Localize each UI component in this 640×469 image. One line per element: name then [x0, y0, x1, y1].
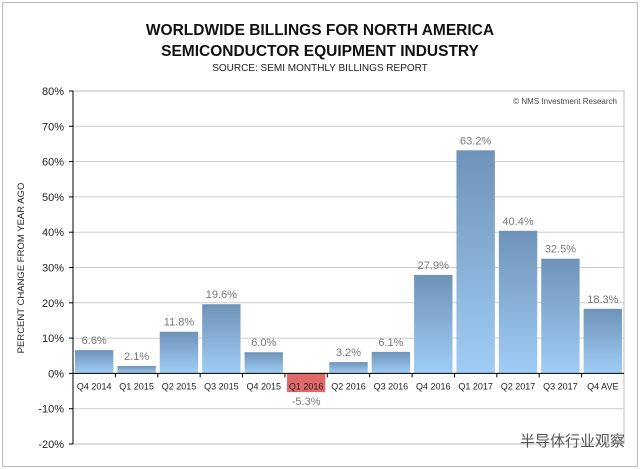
bar-q2-2017: [498, 230, 538, 374]
y-tick-label: 60%: [42, 157, 64, 169]
y-tick-label: 80%: [42, 86, 64, 98]
x-tick-label: Q3 2017: [543, 381, 578, 391]
y-tick-label: 30%: [42, 263, 64, 275]
bar-q2-2016: [329, 362, 368, 374]
data-label: 32.5%: [545, 244, 576, 256]
bar-q4-2015: [244, 352, 283, 374]
y-axis-label: PERCENT CHANGE FROM YEAR AGO: [16, 183, 27, 354]
x-tick-label: Q4 2015: [246, 381, 281, 391]
y-tick-label: 20%: [42, 298, 64, 310]
bar-q4-ave: [583, 308, 622, 374]
data-label: 19.6%: [206, 289, 237, 301]
bar-q1-2016: [286, 373, 326, 393]
y-tick-label: 70%: [42, 121, 64, 133]
x-tick-label: Q4 2016: [416, 381, 451, 391]
x-tick-label: Q2 2016: [331, 381, 366, 391]
chart-title-line-2: SEMICONDUCTOR EQUIPMENT INDUSTRY: [161, 43, 479, 60]
data-label: 3.2%: [336, 347, 361, 359]
bar-q4-2014: [75, 350, 114, 374]
x-tick-label: Q1 2015: [119, 381, 154, 391]
chart-subtitle: SOURCE: SEMI MONTHLY BILLINGS REPORT: [212, 63, 428, 74]
x-tick-label: Q1 2017: [458, 381, 493, 391]
y-tick-label: -20%: [38, 439, 64, 451]
data-label: 6.6%: [82, 335, 107, 347]
y-tick-label: 50%: [42, 192, 64, 204]
bar-q3-2015: [202, 304, 241, 374]
x-tick-label: Q4 AVE: [587, 381, 618, 391]
data-label: 6.1%: [378, 337, 403, 349]
x-tick-label: Q3 2015: [204, 381, 239, 391]
data-label: 40.4%: [502, 216, 533, 228]
x-tick-label: Q1 2016: [289, 381, 324, 391]
data-label: -5.3%: [292, 396, 321, 408]
bar-q1-2017: [456, 150, 495, 374]
chart-title-line-1: WORLDWIDE BILLINGS FOR NORTH AMERICA: [145, 22, 495, 39]
x-tick-label: Q2 2017: [501, 381, 536, 391]
bar-q2-2015: [159, 331, 199, 374]
x-tick-label: Q3 2016: [374, 381, 409, 391]
watermark: 半导体行业观察: [520, 432, 625, 450]
credit-text: © NMS Investment Research: [513, 97, 617, 106]
data-label: 27.9%: [418, 260, 449, 272]
bar-q4-2016: [414, 274, 453, 374]
bar-q1-2015: [117, 365, 156, 374]
data-label: 6.0%: [251, 337, 276, 349]
y-tick-label: 0%: [48, 368, 64, 380]
y-tick-label: 40%: [42, 227, 64, 239]
y-tick-label: 10%: [42, 333, 64, 345]
bar-q3-2016: [371, 351, 411, 374]
x-tick-label: Q4 2014: [77, 381, 112, 391]
data-label: 2.1%: [124, 351, 149, 363]
y-tick-label: -10%: [38, 404, 64, 416]
data-label: 18.3%: [587, 294, 618, 306]
x-tick-label: Q2 2015: [162, 381, 197, 391]
data-label: 63.2%: [460, 135, 491, 147]
data-label: 11.8%: [164, 317, 195, 329]
bar-q3-2017: [541, 258, 580, 374]
